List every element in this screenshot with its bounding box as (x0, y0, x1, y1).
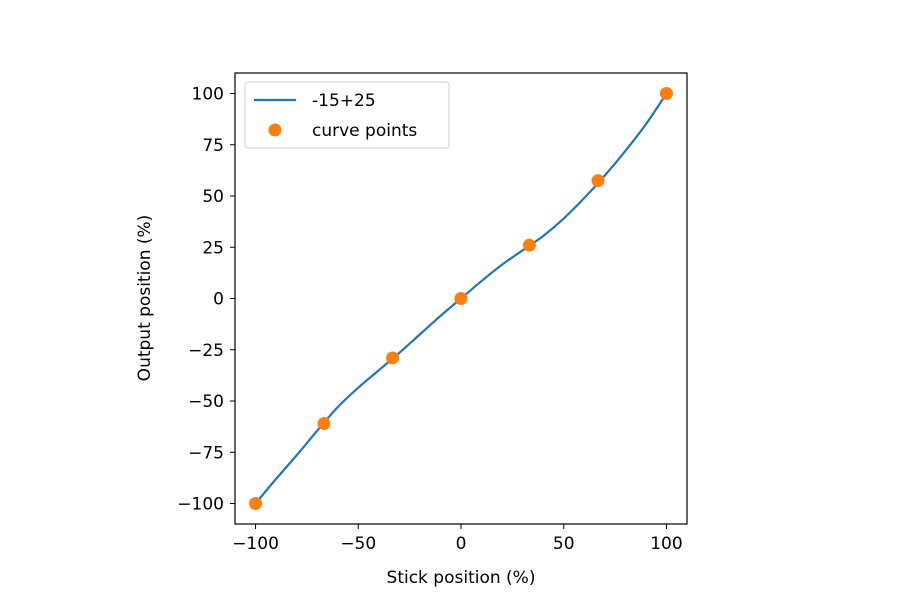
legend-label-points: curve points (312, 121, 417, 141)
legend-box (244, 81, 450, 149)
axis-ticks: −100 −50 0 50 100 −100 −75 −50 −25 0 25 50 75 100 (177, 85, 682, 555)
curve-point (522, 238, 536, 252)
curve-point (317, 417, 331, 431)
x-tick-label: 100 (650, 534, 682, 554)
x-tick-label: 50 (553, 534, 575, 554)
curve-point (454, 292, 468, 305)
legend: -15+25 curve points (244, 81, 450, 149)
curve-point (659, 87, 673, 100)
x-tick-label: −100 (232, 534, 279, 554)
legend-label-line: -15+25 (312, 91, 376, 111)
x-axis-label: Stick position (%) (387, 568, 536, 588)
axes-frame (234, 72, 688, 525)
y-tick-label: −100 (177, 495, 224, 515)
y-tick-label: 50 (202, 187, 224, 207)
legend-marker-swatch (268, 123, 282, 137)
curve-point (591, 174, 605, 188)
y-tick-label: 25 (202, 238, 224, 258)
y-tick-label: −75 (188, 443, 224, 463)
curve-point (249, 497, 263, 510)
y-tick-label: 75 (202, 136, 224, 156)
x-tick-label: 0 (456, 534, 467, 554)
y-axis-label: Output position (%) (135, 215, 155, 382)
y-tick-label: 0 (213, 290, 224, 310)
y-tick-label: 100 (192, 85, 224, 105)
plot-area (249, 87, 673, 510)
curve-point (386, 351, 400, 365)
x-tick-label: −50 (340, 534, 376, 554)
y-tick-label: −25 (188, 341, 224, 361)
y-tick-label: −50 (188, 392, 224, 412)
